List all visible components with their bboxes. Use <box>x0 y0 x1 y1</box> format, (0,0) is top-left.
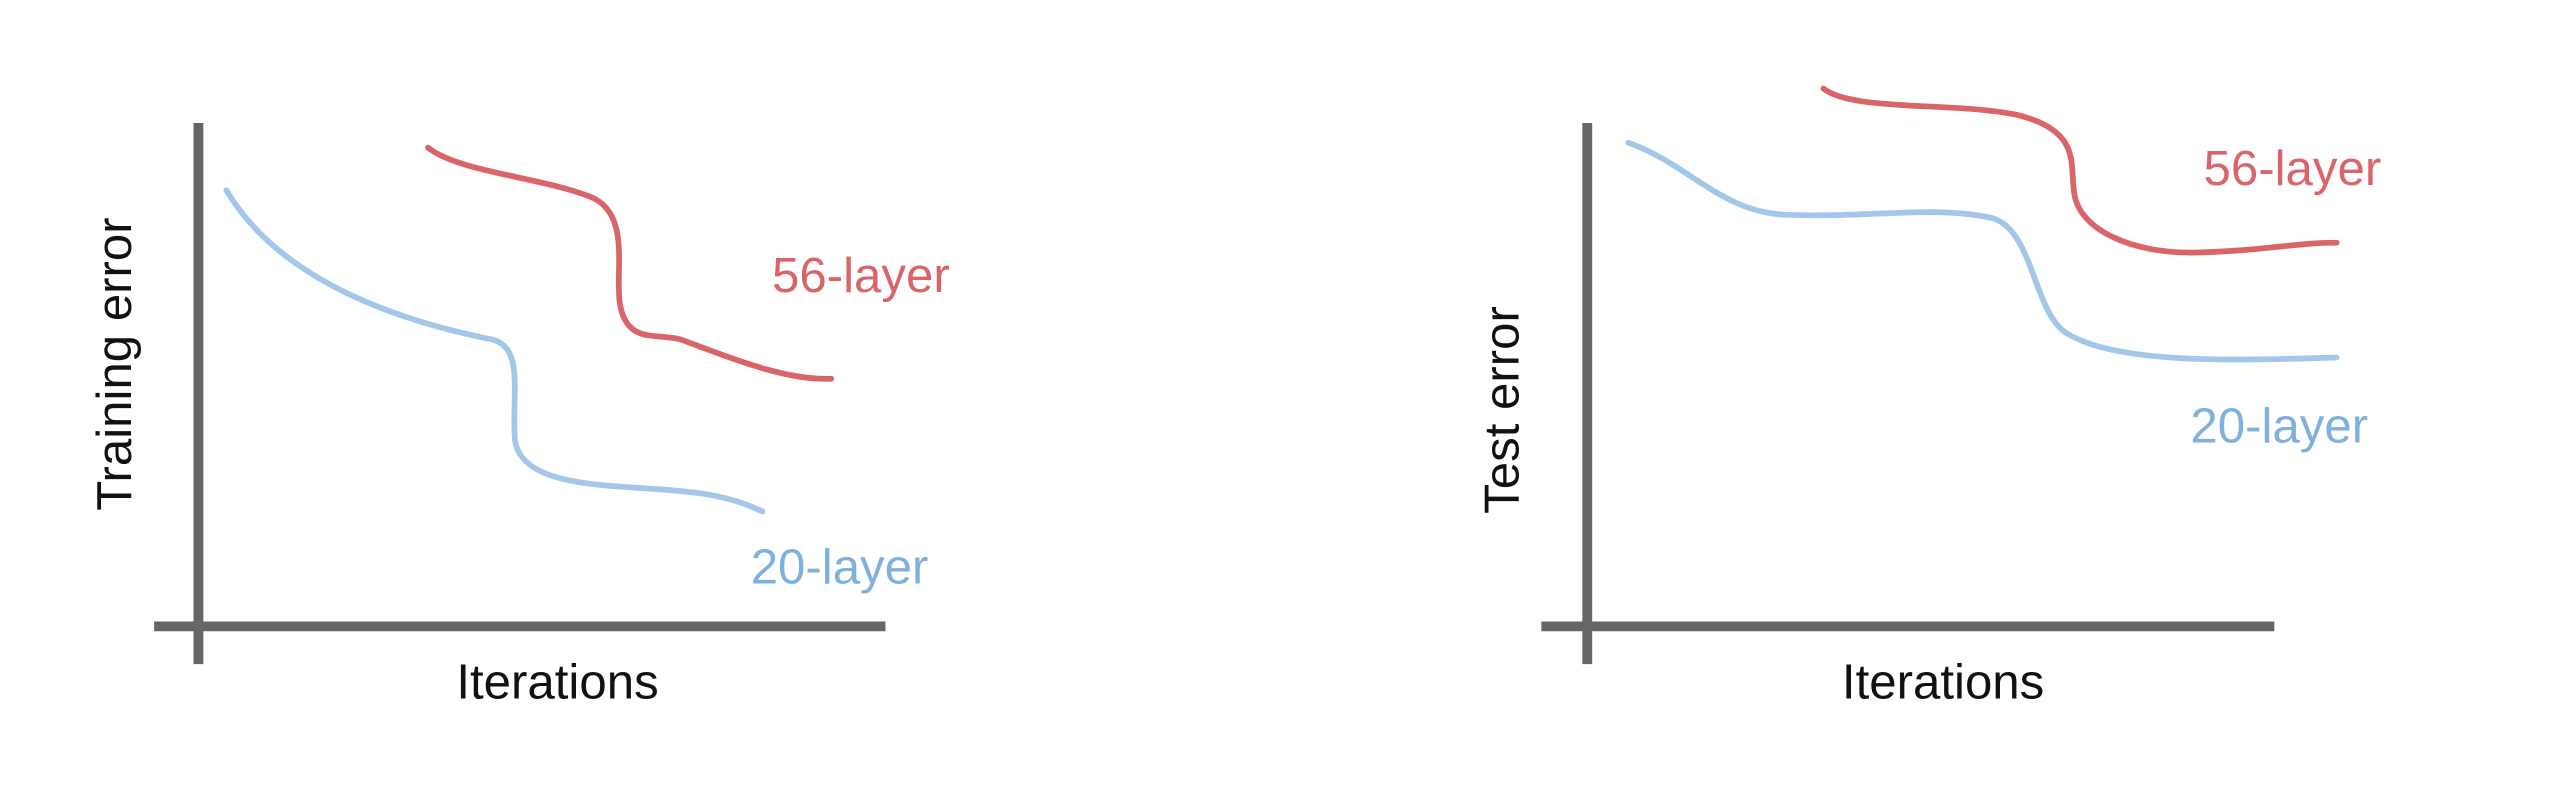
series-label: 20-layer <box>2190 399 2368 454</box>
series-label: 56-layer <box>772 248 950 303</box>
right-chart: Test error Iterations 56-layer 20-layer <box>1474 85 2382 709</box>
series-label: 20-layer <box>751 540 929 595</box>
curve-56-layer <box>425 144 835 382</box>
x-axis-label: Iterations <box>456 654 658 709</box>
y-axis-label: Test error <box>1474 306 1529 514</box>
curve-56-layer <box>1820 85 2340 256</box>
y-axis-label: Training error <box>87 217 142 510</box>
curve-20-layer <box>223 187 766 515</box>
curve-20-layer <box>1625 139 2340 363</box>
x-axis-label: Iterations <box>1842 654 2044 709</box>
series-label: 56-layer <box>2204 141 2382 196</box>
left-chart: Training error Iterations 56-layer 20-la… <box>87 122 950 709</box>
